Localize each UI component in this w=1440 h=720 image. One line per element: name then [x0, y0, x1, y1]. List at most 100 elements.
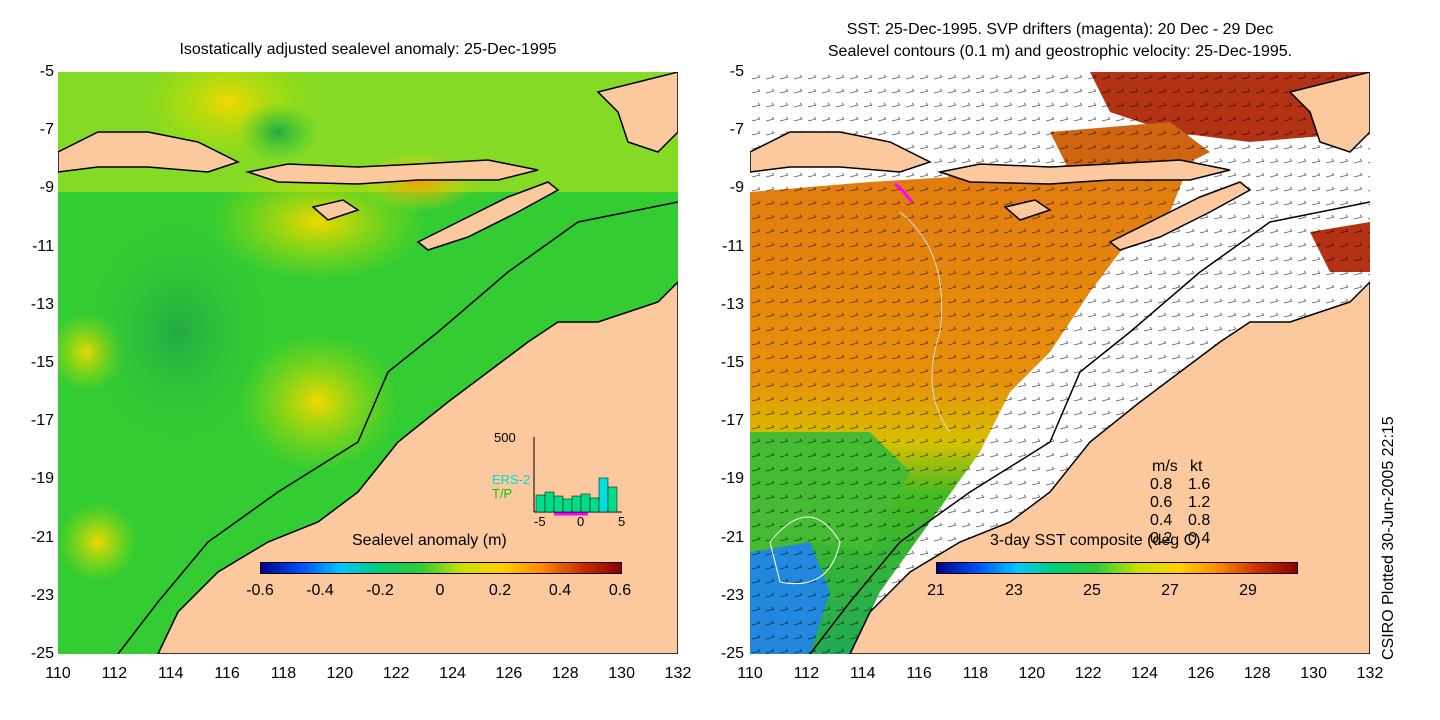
x-tick-label: 124	[439, 665, 466, 682]
x-tick-label: 112	[101, 665, 128, 682]
velocity-legend-kt: 1.2	[1188, 494, 1211, 511]
x-tick-label: 116	[906, 665, 932, 682]
colorbar-tick-label: 0.6	[608, 582, 632, 599]
colorbar-tick-label: -0.2	[366, 582, 394, 599]
colorbar-tick-label: 27	[1161, 582, 1179, 599]
velocity-legend-ms: 0.2	[1150, 530, 1173, 547]
velocity-legend-header-kt: kt	[1190, 458, 1203, 475]
y-tick-label: -13	[30, 295, 54, 313]
anomaly-low-north	[238, 102, 318, 162]
sealevel-contour-2	[899, 211, 951, 433]
sumba-island-right	[1003, 199, 1052, 221]
java-island	[58, 131, 240, 173]
y-tick-label: -23	[30, 586, 54, 604]
x-tick-label: 122	[1074, 665, 1102, 682]
colorbar-tick-label: 0	[435, 582, 445, 599]
java-island-right	[750, 131, 932, 173]
x-tick-label: 130	[608, 665, 635, 682]
y-tick-label: -5	[39, 63, 54, 80]
svp-drifter-track	[894, 182, 914, 203]
colorbar-tick-label: -0.6	[246, 582, 274, 599]
colorbar-tick-label: 25	[1083, 582, 1101, 599]
inset-x-tick-right: 5	[618, 514, 626, 529]
australia-land-right	[849, 280, 1370, 654]
shelf-contour-right	[809, 201, 1370, 654]
sunda-islands	[245, 159, 539, 185]
y-tick-label: -13	[720, 295, 744, 313]
y-tick-label: -15	[30, 354, 54, 371]
colorbar-tick-label: 23	[1005, 582, 1023, 599]
x-tick-label: 132	[1356, 665, 1384, 682]
shelf-contour	[117, 201, 678, 654]
velocity-legend-kt: 1.6	[1188, 476, 1211, 493]
x-tick-label: 130	[1300, 665, 1327, 682]
x-tick-label: 120	[326, 665, 354, 682]
x-tick-label: 110	[45, 665, 71, 682]
y-tick-label: -19	[720, 470, 744, 488]
x-tick-label: 126	[1187, 665, 1215, 682]
y-tick-label: -21	[30, 528, 54, 546]
y-tick-label: -17	[720, 412, 744, 430]
left-colorbar	[260, 562, 622, 574]
x-tick-label: 114	[157, 665, 184, 682]
y-tick-label: -17	[30, 412, 54, 430]
sealevel-contour-1	[769, 516, 841, 585]
y-tick-label: -25	[720, 645, 744, 662]
right-colorbar-label: 3-day SST composite (deg C)	[990, 532, 1201, 549]
australia-land	[157, 280, 678, 654]
y-tick-label: -9	[39, 179, 54, 197]
right-panel-title-line1: SST: 25-Dec-1995. SVP drifters (magenta)…	[846, 21, 1274, 38]
right-panel-title-line2: Sealevel contours (0.1 m) and geostrophi…	[827, 43, 1293, 60]
x-tick-label: 110	[737, 665, 763, 682]
colorbar-tick-label: 0.2	[488, 582, 512, 599]
velocity-legend-ms: 0.8	[1150, 476, 1173, 493]
x-tick-label: 126	[495, 665, 523, 682]
left-colorbar-label: Sealevel anomaly (m)	[352, 532, 507, 549]
y-tick-label: -23	[720, 586, 744, 604]
colorbar-tick-label: -0.4	[306, 582, 334, 599]
x-tick-label: 128	[1243, 665, 1271, 682]
colorbar-tick-label: 0.4	[548, 582, 572, 599]
inset-x-tick-mid: 0	[577, 514, 585, 529]
x-tick-label: 114	[849, 665, 876, 682]
x-tick-label: 124	[1131, 665, 1158, 682]
x-tick-label: 118	[962, 665, 989, 682]
sunda-islands-right	[937, 159, 1231, 185]
inset-histogram	[533, 437, 622, 516]
inset-series-ers2: ERS-2	[492, 472, 531, 487]
plot-credit: CSIRO Plotted 30-Jun-2005 22:15	[1380, 416, 1397, 660]
x-tick-label: 118	[270, 665, 297, 682]
left-map-svg	[58, 72, 678, 654]
x-tick-label: 120	[1018, 665, 1046, 682]
y-tick-label: -11	[32, 237, 54, 255]
inset-x-tick-left: -5	[534, 514, 546, 529]
velocity-legend-kt: 0.4	[1188, 530, 1211, 547]
right-map-svg	[750, 72, 1370, 654]
velocity-legend-ms: 0.6	[1150, 494, 1173, 511]
right-map	[750, 72, 1370, 654]
y-tick-label: -7	[39, 121, 54, 139]
anomaly-low-west	[78, 212, 278, 452]
velocity-legend-ms: 0.4	[1150, 512, 1173, 529]
timor-island-right	[1108, 181, 1252, 251]
anomaly-high-mid	[238, 332, 398, 472]
inset-series-tp: T/P	[492, 486, 513, 501]
y-tick-label: -5	[729, 63, 744, 80]
timor-island	[416, 181, 560, 251]
velocity-legend-header-ms: m/s	[1152, 458, 1178, 475]
x-tick-label: 116	[214, 665, 240, 682]
colorbar-tick-label: 21	[927, 582, 945, 599]
y-tick-label: -21	[720, 528, 744, 546]
y-tick-label: -11	[722, 237, 744, 255]
right-colorbar	[936, 562, 1298, 574]
x-tick-label: 128	[551, 665, 579, 682]
left-panel-title: Isostatically adjusted sealevel anomaly:…	[179, 41, 557, 58]
anomaly-high-sw	[58, 502, 138, 582]
y-tick-label: -9	[729, 179, 744, 197]
sumba-island	[311, 199, 360, 221]
x-tick-label: 132	[664, 665, 692, 682]
y-tick-label: -19	[30, 470, 54, 488]
velocity-legend-kt: 0.8	[1188, 512, 1211, 529]
y-tick-label: -25	[30, 645, 54, 662]
left-map	[58, 72, 678, 654]
